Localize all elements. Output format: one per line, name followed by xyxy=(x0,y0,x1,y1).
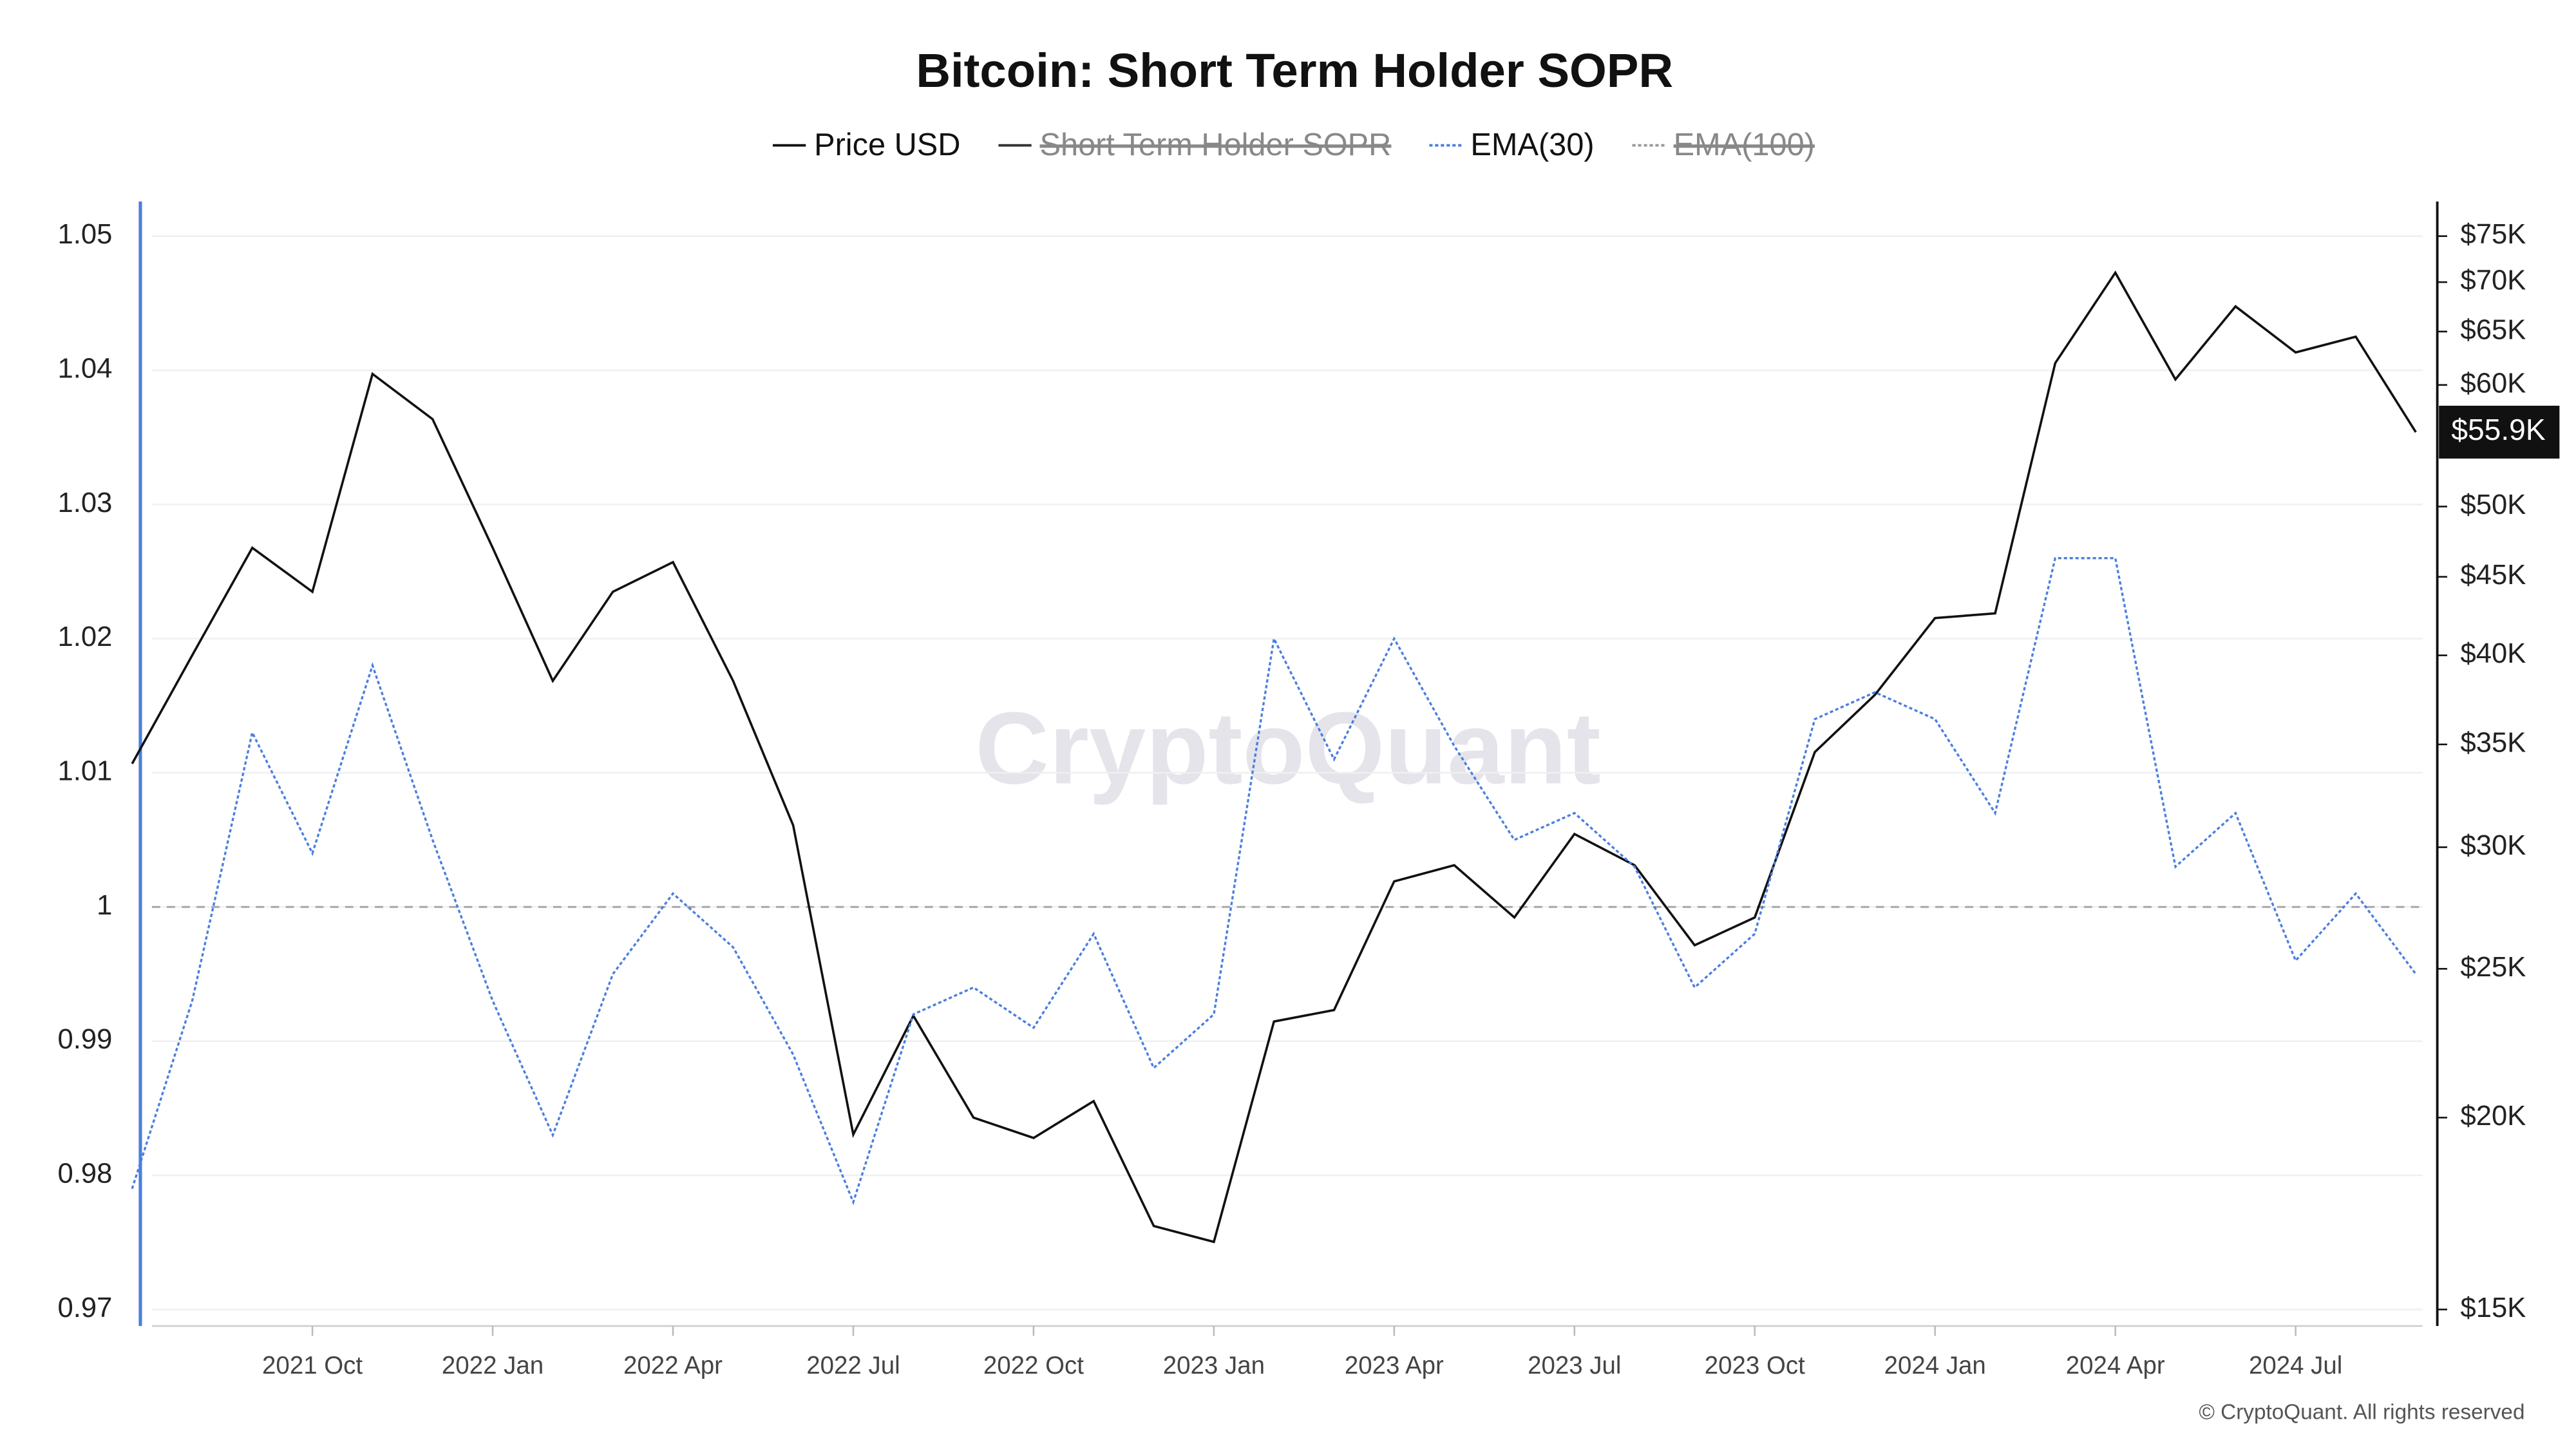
y-tick-label: 1.05 xyxy=(58,219,113,250)
y-tick-label: 0.97 xyxy=(58,1293,113,1323)
legend-item[interactable]: Price USD xyxy=(773,128,960,162)
value-label: $55.9K xyxy=(2451,413,2545,446)
y-tick-label: 0.99 xyxy=(58,1024,113,1055)
y-tick-label: 1.03 xyxy=(58,488,113,518)
y2-tick-label: $25K xyxy=(2461,952,2526,983)
x-tick-label: 2024 Jul xyxy=(2249,1352,2342,1379)
y2-tick-label: $30K xyxy=(2461,830,2526,861)
y-tick-label: 0.98 xyxy=(58,1159,113,1189)
y-tick-label: 1.02 xyxy=(58,621,113,652)
y-tick-label: 1.04 xyxy=(58,354,113,384)
legend-item[interactable]: EMA(100) xyxy=(1632,128,1815,162)
value-badge xyxy=(2439,406,2560,459)
y2-tick-label: $35K xyxy=(2461,727,2526,758)
copyright: © CryptoQuant. All rights reserved xyxy=(2199,1401,2524,1425)
y-tick-label: 1.01 xyxy=(58,756,113,787)
x-tick-label: 2022 Oct xyxy=(983,1352,1084,1379)
y-tick-label: 1 xyxy=(97,890,112,921)
x-tick-label: 2022 Jan xyxy=(442,1352,544,1379)
x-tick-label: 2023 Apr xyxy=(1345,1352,1444,1379)
y2-tick-label: $75K xyxy=(2461,219,2526,250)
y2-tick-label: $60K xyxy=(2461,368,2526,399)
y2-tick-label: $45K xyxy=(2461,560,2526,591)
x-tick-label: 2024 Jan xyxy=(1884,1352,1986,1379)
series-line xyxy=(131,557,2417,1206)
legend-label: EMA(100) xyxy=(1674,128,1815,162)
x-tick-label: 2024 Apr xyxy=(2066,1352,2165,1379)
legend-item[interactable]: Short Term Holder SOPR xyxy=(998,128,1392,162)
y2-tick-label: $70K xyxy=(2461,265,2526,296)
x-tick-label: 2021 Oct xyxy=(262,1352,363,1379)
series-line xyxy=(131,270,2417,1244)
x-tick-label: 2023 Oct xyxy=(1705,1352,1805,1379)
legend-label: EMA(30) xyxy=(1470,128,1594,162)
legend-label: Short Term Holder SOPR xyxy=(1040,128,1392,162)
y2-tick-label: $15K xyxy=(2461,1293,2526,1323)
y2-tick-label: $40K xyxy=(2461,638,2526,669)
legend-item[interactable]: EMA(30) xyxy=(1429,128,1595,162)
x-tick-label: 2023 Jan xyxy=(1163,1352,1265,1379)
watermark: CryptoQuant xyxy=(975,690,1600,805)
y2-tick-label: $65K xyxy=(2461,314,2526,345)
y2-tick-label: $20K xyxy=(2461,1101,2526,1132)
chart-title: Bitcoin: Short Term Holder SOPR xyxy=(916,44,1673,97)
legend: Price USD Short Term Holder SOPR EMA(30) EM… xyxy=(773,128,1815,162)
legend-label: Price USD xyxy=(814,128,960,162)
grid xyxy=(151,235,2423,1311)
x-tick-label: 2023 Jul xyxy=(1528,1352,1621,1379)
x-tick-label: 2022 Jul xyxy=(806,1352,900,1379)
x-tick-label: 2022 Apr xyxy=(623,1352,723,1379)
y2-tick-label: $50K xyxy=(2461,489,2526,520)
